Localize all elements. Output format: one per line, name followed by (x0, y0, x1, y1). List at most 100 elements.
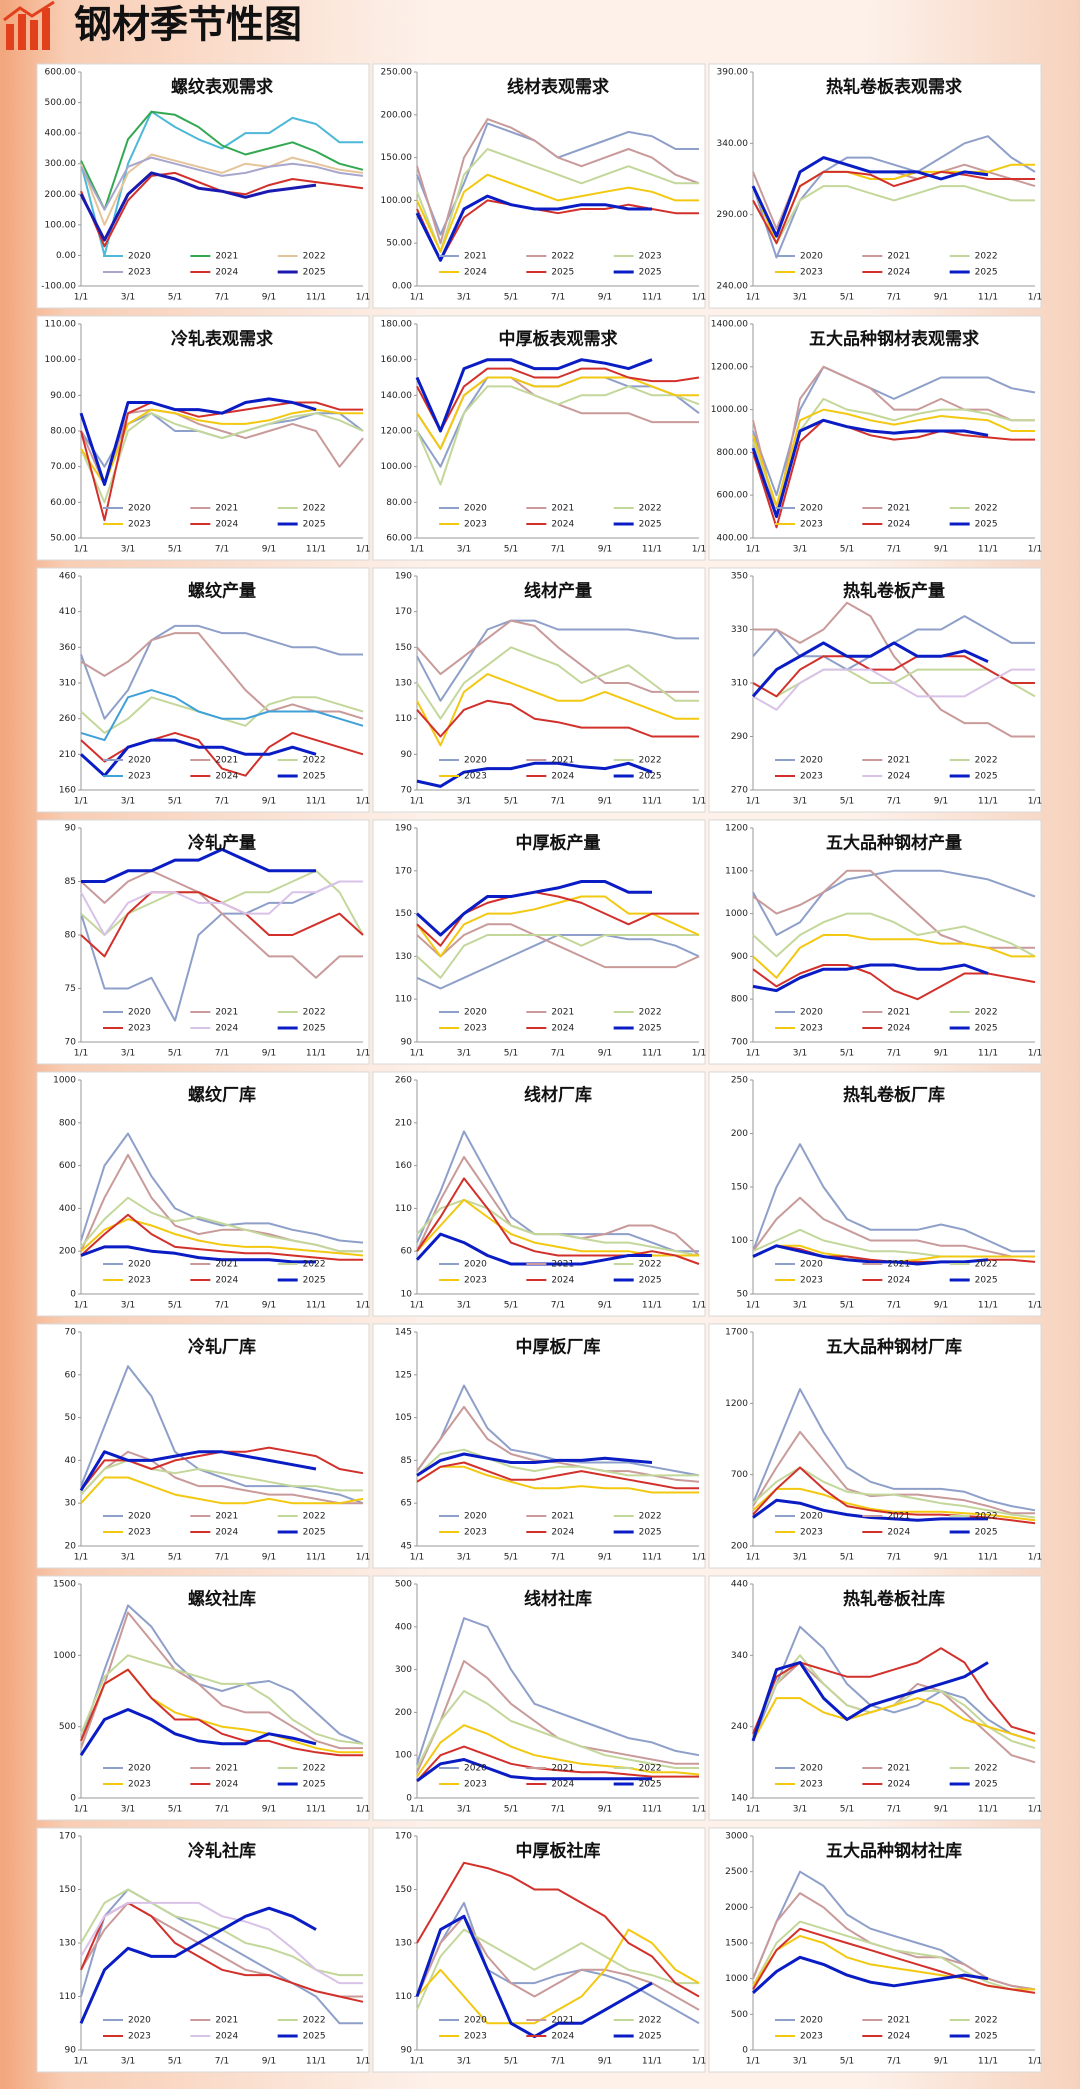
legend-label: 2024 (887, 772, 910, 782)
chart-title: 螺纹表观需求 (171, 77, 273, 98)
series-line (416, 148, 699, 253)
series-line (80, 1450, 363, 1505)
series-line (416, 1724, 700, 1778)
legend-label: 2022 (975, 504, 998, 514)
legend-label: 2020 (800, 1008, 823, 1018)
y-tick-label: 360 (59, 643, 76, 653)
x-tick-label: 3/1 (121, 2057, 135, 2067)
x-tick-label: 1/1 (746, 1049, 760, 1059)
chart-title: 冷轧表观需求 (171, 329, 273, 350)
x-tick-label: 1/1 (356, 2057, 370, 2067)
series-line (752, 365, 1036, 497)
legend-label: 2020 (128, 504, 151, 514)
x-tick-label: 1/1 (1028, 293, 1042, 303)
chart-title: 线材厂库 (524, 1085, 592, 1106)
x-tick-label: 3/1 (793, 797, 807, 807)
x-tick-label: 3/1 (793, 1049, 807, 1059)
y-tick-label: 260 (59, 714, 76, 724)
x-tick-label: 9/1 (598, 797, 612, 807)
panel-background (36, 819, 370, 1065)
y-tick-label: 100 (731, 1236, 748, 1246)
y-tick-label: 45 (401, 1542, 412, 1552)
legend-label: 2022 (639, 756, 662, 766)
x-tick-label: 3/1 (457, 2057, 471, 2067)
y-tick-label: 900 (731, 952, 748, 962)
y-tick-label: 170 (395, 866, 412, 876)
legend-label: 2023 (128, 2032, 151, 2042)
chart-panel: 0 500 1000 1500 2000 2500 3000 1/1 3/1 5/1 7/1 9/1 1… (708, 1827, 1042, 2073)
series-line (80, 1213, 363, 1261)
chart-panel: 45 65 85 105 125 145 1/1 3/1 5/1 7/1 9/1 11/1 1/1 中厚板… (372, 1323, 706, 1569)
legend-label: 2021 (215, 1008, 238, 1018)
x-tick-label: 1/1 (410, 1805, 424, 1815)
legend-label: 2023 (464, 1780, 487, 1790)
chart-panel: 140 240 340 440 1/1 3/1 5/1 7/1 9/1 11/1 1/1 热轧卷板社库… (708, 1575, 1042, 1821)
legend-label: 2020 (464, 1260, 487, 1270)
x-tick-label: 9/1 (598, 1805, 612, 1815)
legend-label: 2021 (551, 1512, 574, 1522)
x-tick-label: 3/1 (793, 545, 807, 555)
x-tick-label: 11/1 (642, 1553, 662, 1563)
series-line (415, 880, 652, 937)
x-tick-label: 1/1 (746, 293, 760, 303)
x-tick-label: 1/1 (410, 293, 424, 303)
y-tick-label: 50 (65, 1413, 77, 1423)
y-tick-label: 300.00 (45, 159, 77, 169)
series-line (80, 1218, 364, 1257)
y-tick-label: 2000 (725, 1903, 748, 1913)
y-tick-label: 125 (395, 1370, 412, 1380)
y-tick-label: 70 (65, 1038, 77, 1048)
x-tick-label: 1/1 (1028, 1553, 1042, 1563)
x-tick-label: 7/1 (215, 545, 229, 555)
x-tick-label: 1/1 (410, 1049, 424, 1059)
legend-label: 2023 (464, 1276, 487, 1286)
x-tick-label: 9/1 (934, 545, 948, 555)
legend-label: 2020 (464, 1764, 487, 1774)
x-tick-label: 3/1 (121, 1301, 135, 1311)
series-line (416, 1452, 653, 1477)
series-line (416, 646, 699, 720)
x-tick-label: 7/1 (887, 1553, 901, 1563)
legend-label: 2022 (639, 1764, 662, 1774)
legend-label: 2021 (887, 1260, 910, 1270)
x-tick-label: 1/1 (692, 797, 706, 807)
x-tick-label: 1/1 (1028, 2057, 1042, 2067)
y-tick-label: 90.00 (50, 391, 76, 401)
x-tick-label: 11/1 (978, 1805, 998, 1815)
legend-label: 2021 (551, 1008, 574, 1018)
chart-title: 中厚板表观需求 (499, 329, 618, 350)
x-tick-label: 7/1 (215, 2057, 229, 2067)
panel-background (372, 819, 706, 1065)
x-tick-label: 3/1 (457, 1301, 471, 1311)
y-tick-label: 500 (59, 1722, 76, 1732)
x-tick-label: 9/1 (934, 293, 948, 303)
x-tick-label: 11/1 (978, 797, 998, 807)
x-tick-label: 1/1 (692, 1049, 706, 1059)
x-tick-label: 7/1 (551, 2057, 565, 2067)
legend-label: 2020 (128, 1512, 151, 1522)
legend-label: 2021 (215, 504, 238, 514)
y-tick-label: 90 (65, 824, 77, 834)
series-line (80, 624, 363, 720)
x-tick-label: 7/1 (887, 1805, 901, 1815)
chart-title: 中厚板厂库 (516, 1337, 601, 1358)
y-tick-label: 800 (731, 995, 748, 1005)
chart-panel: 700 800 900 1000 1100 1200 1/1 3/1 5/1 7/1 9/1 11/1… (708, 819, 1042, 1065)
x-tick-label: 7/1 (551, 797, 565, 807)
series-line (80, 1132, 364, 1244)
legend-label: 2023 (800, 1780, 823, 1790)
series-line (416, 699, 699, 738)
y-tick-label: 500.00 (45, 98, 77, 108)
legend-label: 2023 (464, 772, 487, 782)
y-tick-label: 270 (731, 786, 748, 796)
chart-title: 线材社库 (524, 1589, 592, 1610)
chart-panel: 90 110 130 150 170 190 1/1 3/1 5/1 7/1 9/1 11/1 1/1 中… (372, 819, 706, 1065)
panel-background (36, 1071, 370, 1317)
series-line (751, 156, 989, 238)
y-tick-label: 145 (395, 1328, 412, 1338)
legend-label: 2023 (800, 1024, 823, 1034)
x-tick-label: 11/1 (642, 545, 662, 555)
y-tick-label: 100.00 (45, 355, 77, 365)
series-line (752, 1244, 989, 1266)
